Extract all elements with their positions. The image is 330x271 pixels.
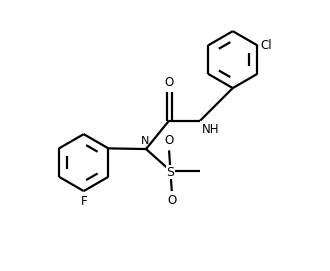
Text: O: O	[164, 134, 174, 147]
Text: NH: NH	[202, 123, 219, 136]
Text: O: O	[164, 76, 174, 89]
Text: O: O	[167, 194, 177, 207]
Text: Cl: Cl	[260, 39, 272, 52]
Text: S: S	[166, 166, 175, 179]
Text: N: N	[141, 136, 149, 146]
Text: F: F	[81, 195, 87, 208]
